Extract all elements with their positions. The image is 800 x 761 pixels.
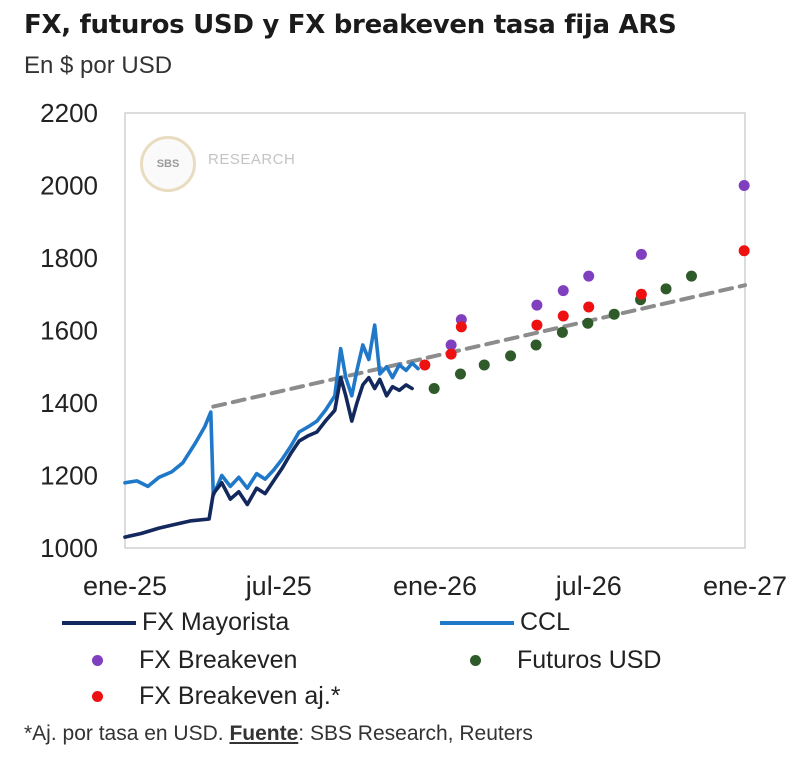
legend-line-ccl bbox=[440, 620, 514, 625]
point-fx-breakeven-aj-3 bbox=[531, 319, 543, 331]
point-futuros-usd-2 bbox=[478, 359, 490, 371]
point-futuros-usd-9 bbox=[660, 283, 672, 295]
point-fx-breakeven-aj-6 bbox=[635, 288, 647, 300]
legend-dot-fx-breakeven bbox=[92, 655, 103, 666]
point-futuros-usd-4 bbox=[530, 339, 542, 351]
point-fx-breakeven-aj-1 bbox=[445, 348, 457, 360]
point-fx-breakeven-aj-4 bbox=[557, 310, 569, 322]
y-tick-label-2200: 2200 bbox=[40, 98, 98, 128]
point-futuros-usd-6 bbox=[582, 317, 594, 329]
legend-line-fx-mayorista bbox=[62, 620, 136, 625]
plot-frame bbox=[124, 112, 746, 549]
chart-subtitle: En $ por USD bbox=[24, 52, 173, 79]
legend-label-futuros-usd: Futuros USD bbox=[517, 646, 662, 674]
footnote-source-text: : SBS Research, Reuters bbox=[298, 722, 533, 745]
x-tick-label-ene-26: ene-26 bbox=[393, 571, 477, 601]
legend-fx-breakeven-aj: FX Breakeven aj.* bbox=[62, 682, 341, 711]
y-tick-label-1800: 1800 bbox=[40, 243, 98, 273]
legend-label-fx-mayorista: FX Mayorista bbox=[142, 608, 290, 636]
y-tick-label-1400: 1400 bbox=[40, 388, 98, 418]
point-fx-breakeven-aj-0 bbox=[419, 359, 431, 371]
point-fx-breakeven-aj-5 bbox=[583, 301, 595, 313]
point-fx-breakeven-3 bbox=[557, 285, 569, 297]
series-line-trend-dashed bbox=[211, 283, 747, 409]
point-futuros-usd-7 bbox=[608, 308, 620, 320]
point-fx-breakeven-aj-7 bbox=[738, 245, 750, 257]
legend-label-ccl: CCL bbox=[520, 608, 571, 636]
point-futuros-usd-3 bbox=[505, 350, 517, 362]
legend-label-fx-breakeven: FX Breakeven bbox=[139, 646, 298, 674]
chart-title: FX, futuros USD y FX breakeven tasa fija… bbox=[24, 10, 677, 40]
x-tick-label-jul-26: jul-26 bbox=[555, 571, 622, 601]
y-tick-label-2000: 2000 bbox=[40, 171, 98, 201]
point-futuros-usd-10 bbox=[685, 270, 697, 282]
point-fx-breakeven-aj-2 bbox=[455, 321, 467, 333]
point-fx-breakeven-2 bbox=[531, 299, 543, 311]
x-tick-label-ene-25: ene-25 bbox=[83, 571, 167, 601]
footnote: *Aj. por tasa en USD. Fuente: SBS Resear… bbox=[24, 722, 533, 746]
legend-label-fx-breakeven-aj: FX Breakeven aj.* bbox=[139, 682, 341, 710]
y-tick-label-1200: 1200 bbox=[40, 461, 98, 491]
point-futuros-usd-0 bbox=[428, 383, 440, 394]
point-fx-breakeven-4 bbox=[583, 270, 595, 282]
legend-dot-futuros-usd bbox=[470, 655, 481, 666]
legend-ccl: CCL bbox=[440, 608, 570, 637]
x-tick-label-ene-27: ene-27 bbox=[703, 571, 787, 601]
research-watermark-text: RESEARCH bbox=[208, 151, 296, 168]
legend-futuros-usd: Futuros USD bbox=[440, 646, 661, 675]
legend-fx-mayorista: FX Mayorista bbox=[62, 608, 289, 637]
point-fx-breakeven-0 bbox=[445, 339, 457, 351]
series-line-fx-mayorista bbox=[123, 375, 414, 539]
y-tick-label-1000: 1000 bbox=[40, 533, 98, 563]
legend-fx-breakeven: FX Breakeven bbox=[62, 646, 297, 675]
legend-dot-fx-breakeven-aj bbox=[92, 691, 103, 702]
sbs-logo-watermark: SBS bbox=[140, 136, 196, 192]
footnote-prefix: *Aj. por tasa en USD. bbox=[24, 722, 230, 745]
point-fx-breakeven-6 bbox=[738, 180, 750, 191]
point-futuros-usd-5 bbox=[556, 326, 568, 338]
y-tick-label-1600: 1600 bbox=[40, 316, 98, 346]
point-fx-breakeven-5 bbox=[635, 248, 647, 260]
footnote-source-label: Fuente bbox=[229, 722, 299, 745]
point-futuros-usd-1 bbox=[454, 368, 466, 380]
x-tick-label-jul-25: jul-25 bbox=[245, 571, 312, 601]
series-line-ccl bbox=[123, 323, 420, 498]
